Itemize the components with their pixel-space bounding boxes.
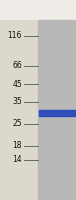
Text: 18: 18	[13, 142, 22, 150]
Bar	[38, 20, 76, 200]
Bar	[0, 0, 76, 20]
Bar	[0, 20, 38, 200]
Text: 66: 66	[12, 62, 22, 71]
Text: 35: 35	[12, 98, 22, 106]
Bar	[39, 110, 76, 116]
Text: 25: 25	[12, 119, 22, 129]
Text: 116: 116	[8, 31, 22, 40]
Text: 45: 45	[12, 80, 22, 88]
Text: 14: 14	[12, 156, 22, 164]
